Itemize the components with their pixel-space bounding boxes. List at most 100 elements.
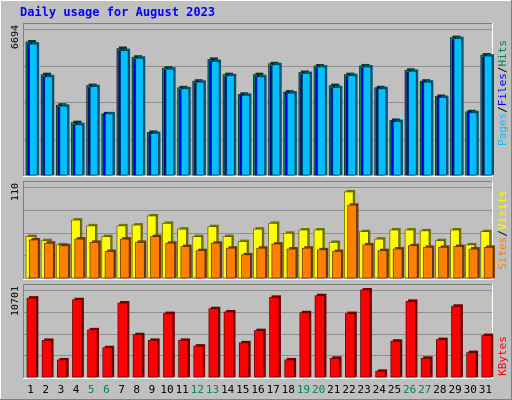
bar-kbytes-day-2 xyxy=(41,340,52,378)
legend-separator: / xyxy=(496,67,509,74)
legend-item-hits: Hits xyxy=(496,40,509,67)
bar-pages-day-6 xyxy=(105,113,114,176)
panel-visits-sites: 110 xyxy=(10,181,495,280)
bar-pages-day-23 xyxy=(362,66,372,176)
chart-panels: 6694 110 10701 xyxy=(10,23,495,379)
bar-sites-day-20 xyxy=(317,249,327,279)
bar-pages-day-8 xyxy=(135,57,144,176)
bar-sites-day-21 xyxy=(332,251,342,279)
bar-kbytes-day-5 xyxy=(87,329,98,378)
bar-kbytes-day-31 xyxy=(481,335,492,378)
bar-pages-day-1 xyxy=(29,43,38,176)
bar-kbytes-day-3 xyxy=(56,359,68,378)
legend-item-pages: Pages xyxy=(496,113,509,146)
x-tick-label-day-29: 29 xyxy=(448,383,461,396)
x-tick-label-day-5: 5 xyxy=(88,383,95,396)
bar-kbytes-day-8 xyxy=(132,334,143,378)
x-tick-label-day-22: 22 xyxy=(342,383,355,396)
bar-sites-day-11 xyxy=(180,246,191,279)
bar-pages-day-15 xyxy=(241,95,250,176)
bar-sites-day-18 xyxy=(286,248,297,279)
x-tick-label-day-12: 12 xyxy=(191,383,204,396)
bar-kbytes-day-24 xyxy=(375,370,386,378)
bar-kbytes-day-1 xyxy=(26,297,37,378)
legend-bottom: KBytes xyxy=(496,336,509,376)
bar-pages-day-20 xyxy=(317,66,326,176)
bar-sites-day-22 xyxy=(347,204,357,279)
bar-kbytes-day-10 xyxy=(163,313,174,378)
panel-hits-files-pages: 6694 xyxy=(10,23,494,177)
bar-pages-day-26 xyxy=(408,71,417,176)
x-tick-label-day-2: 2 xyxy=(42,383,49,396)
x-tick-label-day-9: 9 xyxy=(149,383,156,396)
x-tick-label-day-21: 21 xyxy=(327,383,340,396)
panel-kbytes: 10701 xyxy=(10,284,494,379)
x-tick-label-day-1: 1 xyxy=(27,383,34,396)
bar-pages-day-13 xyxy=(211,61,220,176)
legend-item-sites: Sites xyxy=(496,237,509,270)
bar-sites-day-3 xyxy=(59,245,69,279)
x-tick-label-day-17: 17 xyxy=(267,383,280,396)
bar-pages-day-21 xyxy=(332,87,341,176)
bar-kbytes-day-4 xyxy=(72,299,83,378)
bar-pages-day-16 xyxy=(256,76,265,176)
y-max-label-kbytes: 10701 xyxy=(10,286,21,316)
bar-kbytes-day-14 xyxy=(223,311,234,378)
chart-title: Daily usage for August 2023 xyxy=(20,5,215,19)
bar-kbytes-day-9 xyxy=(147,340,159,378)
bar-pages-day-30 xyxy=(468,112,478,176)
x-tick-label-day-7: 7 xyxy=(118,383,125,396)
bar-kbytes-day-25 xyxy=(390,340,401,378)
x-tick-label-day-13: 13 xyxy=(206,383,219,396)
x-tick-label-day-4: 4 xyxy=(73,383,80,396)
bar-sites-day-7 xyxy=(119,238,130,279)
x-tick-label-day-25: 25 xyxy=(388,383,401,396)
bar-pages-day-11 xyxy=(180,88,190,176)
bar-sites-day-12 xyxy=(195,250,206,279)
bar-sites-day-14 xyxy=(226,247,236,279)
bar-sites-day-10 xyxy=(165,242,175,279)
legend-item-visits: Visits xyxy=(496,190,509,230)
bar-kbytes-day-18 xyxy=(284,359,295,378)
bar-sites-day-6 xyxy=(104,251,115,279)
x-tick-label-day-11: 11 xyxy=(176,383,189,396)
bar-kbytes-day-21 xyxy=(329,357,340,378)
bar-pages-day-2 xyxy=(44,76,53,176)
bar-sites-day-23 xyxy=(362,244,373,279)
bar-pages-day-7 xyxy=(120,50,129,176)
bar-kbytes-day-26 xyxy=(405,301,416,378)
x-tick-label-day-24: 24 xyxy=(373,383,387,396)
bar-kbytes-day-19 xyxy=(299,312,310,378)
bar-kbytes-day-6 xyxy=(102,347,113,378)
bar-sites-day-28 xyxy=(438,247,448,279)
bar-kbytes-day-22 xyxy=(345,313,356,378)
bar-pages-day-18 xyxy=(287,92,296,176)
bar-sites-day-29 xyxy=(453,246,463,279)
bar-kbytes-day-27 xyxy=(420,357,431,378)
bar-pages-day-31 xyxy=(484,55,493,176)
x-tick-label-day-18: 18 xyxy=(282,383,295,396)
legend-item-files: Files xyxy=(496,73,509,106)
x-tick-label-day-10: 10 xyxy=(160,383,173,396)
x-axis-day-labels: 1 2 3 4 5 6 7 8 9 10 11 12 13 14 15 16 17 18 19 20 21 22 23 24 2… xyxy=(27,383,492,396)
bar-sites-day-27 xyxy=(423,247,433,279)
legend-separator: / xyxy=(496,230,509,237)
bar-pages-day-9 xyxy=(150,133,159,176)
bar-pages-day-3 xyxy=(59,105,68,176)
bar-sites-day-31 xyxy=(483,247,494,279)
x-tick-label-day-23: 23 xyxy=(357,383,370,396)
bar-sites-day-5 xyxy=(89,242,100,279)
legend-top: Pages/Files/Hits xyxy=(496,40,509,146)
bar-pages-day-17 xyxy=(271,64,281,176)
bar-sites-day-4 xyxy=(74,238,84,279)
bar-sites-day-2 xyxy=(44,242,54,279)
bar-sites-day-25 xyxy=(392,248,403,279)
bar-pages-day-22 xyxy=(347,75,356,176)
bar-pages-day-19 xyxy=(302,73,311,176)
legend-separator: / xyxy=(496,106,509,113)
bar-kbytes-day-13 xyxy=(208,308,219,378)
bar-kbytes-day-20 xyxy=(314,295,325,378)
bar-sites-day-9 xyxy=(150,236,160,279)
